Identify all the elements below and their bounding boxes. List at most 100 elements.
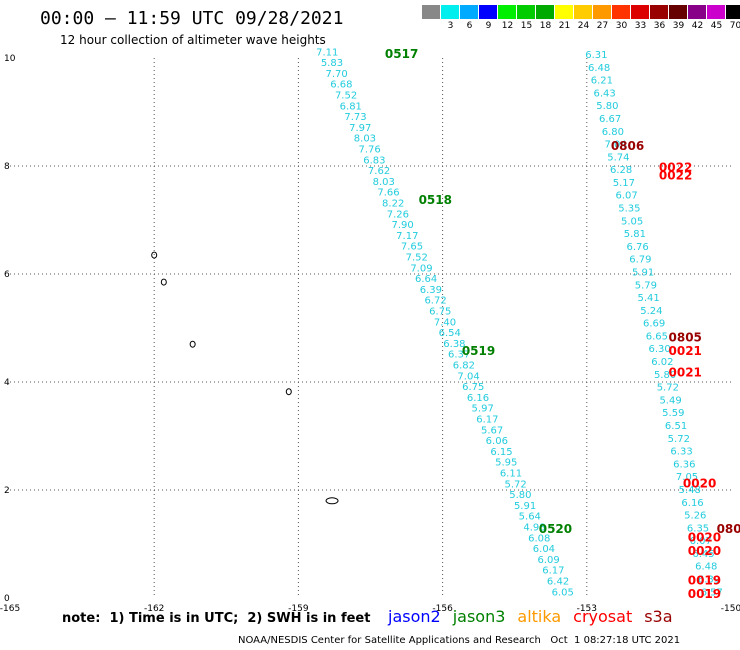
legend-swatch bbox=[460, 5, 479, 19]
legend-swatch bbox=[422, 5, 441, 19]
wave-height-value: 5.97 bbox=[472, 404, 494, 415]
satellite-legend-jason2: jason2 bbox=[388, 607, 441, 626]
legend-swatch bbox=[555, 5, 574, 19]
wave-height-value: 6.07 bbox=[690, 536, 712, 547]
wave-height-value: 7.52 bbox=[335, 91, 357, 102]
legend-swatch bbox=[441, 5, 460, 19]
wave-height-value: 6.64 bbox=[415, 274, 437, 285]
wave-height-value: 6.36 bbox=[673, 459, 695, 470]
wave-height-value: 5.79 bbox=[635, 280, 657, 291]
wave-height-value: 6.72 bbox=[424, 296, 446, 307]
wave-height-value: 8.22 bbox=[382, 199, 404, 210]
wave-height-value: 6.16 bbox=[681, 498, 703, 509]
pass-time-label: 0806 bbox=[611, 139, 644, 153]
wave-height-value: 6.16 bbox=[467, 393, 489, 404]
wave-height-value: 8.03 bbox=[373, 177, 395, 188]
legend-swatch bbox=[688, 5, 707, 19]
wave-height-value: 5.74 bbox=[607, 152, 629, 163]
legend-label: 3 bbox=[447, 21, 454, 31]
wave-height-value: 6.28 bbox=[610, 165, 632, 176]
legend-label: 27 bbox=[596, 21, 609, 31]
wave-height-value: 5.91 bbox=[514, 501, 536, 512]
island-outline bbox=[160, 278, 167, 286]
wave-height-value: 6.69 bbox=[643, 319, 665, 330]
wave-height-value: 6.15 bbox=[490, 447, 512, 458]
wave-height-value: 6.39 bbox=[420, 285, 442, 296]
x-tick-label: -156 bbox=[432, 604, 453, 614]
wave-height-value: 5.81 bbox=[624, 229, 646, 240]
wave-height-value: 6.75 bbox=[462, 382, 484, 393]
legend-swatch bbox=[726, 5, 740, 19]
wave-height-value: 6.45 bbox=[692, 549, 714, 560]
legend-label: 70 bbox=[729, 21, 740, 31]
pass-time-label: 080 bbox=[717, 522, 740, 536]
wave-height-value: 7.90 bbox=[391, 220, 413, 231]
x-tick-label: -150 bbox=[721, 604, 740, 614]
wave-height-value: 5.91 bbox=[632, 267, 654, 278]
units-note: note: 1) Time is in UTC; 2) SWH is in fe… bbox=[62, 611, 371, 626]
wave-height-value: 6.68 bbox=[330, 80, 352, 91]
wave-height-value: 5.72 bbox=[505, 479, 527, 490]
wave-height-value: 6.04 bbox=[533, 544, 555, 555]
legend-swatch bbox=[631, 5, 650, 19]
wave-height-value: 7.70 bbox=[326, 69, 348, 80]
wave-height-value: 7.26 bbox=[387, 209, 409, 220]
legend-swatch bbox=[574, 5, 593, 19]
map-title: 00:00 – 11:59 UTC 09/28/2021 bbox=[40, 8, 344, 29]
wave-height-value: 5.72 bbox=[668, 434, 690, 445]
wave-height-value: 7.62 bbox=[368, 166, 390, 177]
legend-swatch bbox=[612, 5, 631, 19]
wave-height-value: 6.06 bbox=[486, 436, 508, 447]
wave-height-value: 6.11 bbox=[500, 469, 522, 480]
wave-height-value: 6.21 bbox=[591, 76, 613, 87]
satellite-legend-cryosat: cryosat bbox=[573, 607, 633, 626]
wave-height-value: 5.72 bbox=[657, 383, 679, 394]
wave-height-value: 4.98 bbox=[523, 523, 545, 534]
legend-label: 42 bbox=[691, 21, 704, 31]
wave-height-value: 6.75 bbox=[429, 307, 451, 318]
wave-height-value: 5.24 bbox=[640, 306, 662, 317]
wave-height-value: 5.64 bbox=[519, 512, 541, 523]
legend-label: 30 bbox=[615, 21, 628, 31]
wave-height-value: 6.83 bbox=[363, 155, 385, 166]
wave-height-value: 6.57 bbox=[701, 587, 723, 598]
island-outline bbox=[285, 388, 292, 396]
wave-height-value: 6.51 bbox=[665, 421, 687, 432]
wave-height-value: 7.04 bbox=[605, 140, 627, 151]
wave-height-value: 6.09 bbox=[538, 555, 560, 566]
legend-swatch bbox=[593, 5, 612, 19]
wave-height-value: 5.05 bbox=[621, 216, 643, 227]
map-subtitle: 12 hour collection of altimeter wave hei… bbox=[60, 33, 326, 47]
wave-height-value: 6.65 bbox=[646, 331, 668, 342]
legend-label: 15 bbox=[520, 21, 533, 31]
wave-height-value: 5.48 bbox=[679, 485, 701, 496]
wave-height-value: 5.83 bbox=[321, 58, 343, 69]
wave-height-value: 5.26 bbox=[684, 511, 706, 522]
wave-height-value: 6.43 bbox=[594, 88, 616, 99]
wave-height-value: 5.67 bbox=[481, 425, 503, 436]
wave-height-value: 6.30 bbox=[648, 344, 670, 355]
pass-time-label: 0518 bbox=[419, 193, 452, 207]
wave-height-value: 6.48 bbox=[588, 63, 610, 74]
legend-label: 6 bbox=[466, 21, 473, 31]
wave-height-value: 6.02 bbox=[651, 357, 673, 368]
legend-swatch bbox=[669, 5, 688, 19]
wave-height-value: 6.17 bbox=[542, 566, 564, 577]
wave-height-value: 6.82 bbox=[453, 361, 475, 372]
wave-height-value: 8.03 bbox=[354, 134, 376, 145]
pass-time-label: 0021 bbox=[669, 366, 702, 380]
wave-height-value: 6.67 bbox=[599, 114, 621, 125]
pass-time-label: 0519 bbox=[462, 344, 495, 358]
wave-height-value: 5.41 bbox=[637, 293, 659, 304]
color-scale-legend bbox=[422, 5, 740, 19]
island-outline bbox=[151, 251, 158, 259]
pass-time-label: 0805 bbox=[669, 331, 702, 345]
legend-swatch bbox=[517, 5, 536, 19]
legend-label: 45 bbox=[710, 21, 723, 31]
wave-height-value: 6.31 bbox=[585, 50, 607, 61]
pass-time-label: 0019 bbox=[688, 574, 721, 588]
wave-height-value: 6.54 bbox=[439, 328, 461, 339]
legend-swatch bbox=[498, 5, 517, 19]
wave-height-value: 5.35 bbox=[618, 204, 640, 215]
